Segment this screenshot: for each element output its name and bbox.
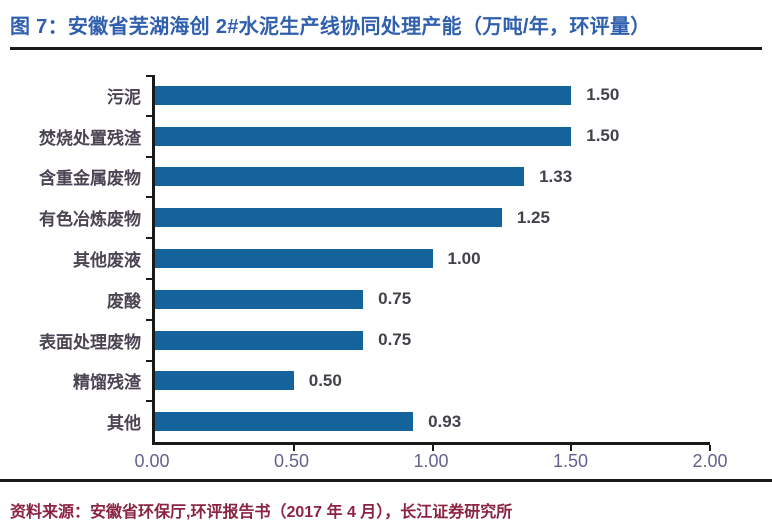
x-axis-tick-label: 0.50: [273, 451, 310, 472]
category-axis: 污泥焚烧处置残渣 含重金属废物 有色冶炼废物其他废液废酸表面处理废物精馏残渣其他: [0, 75, 152, 445]
footer-divider-line: [0, 479, 772, 483]
x-axis-tick-label: 0.00: [134, 451, 170, 472]
bar: [155, 289, 364, 309]
x-axis-tick-label: 1.50: [552, 451, 589, 472]
source-label: 资料来源：: [10, 504, 91, 522]
bar-row: 0.75: [155, 279, 710, 320]
x-axis-tick: [709, 445, 711, 452]
source-note: 资料来源：安徽省环保厅,环评报告书（2017 年 4 月），长江证券研究所: [0, 482, 772, 522]
title-divider-line: [10, 47, 762, 50]
category-label: 有色冶炼废物: [39, 210, 141, 230]
bar-row: 1.00: [155, 238, 710, 279]
bar-value-label: 1.00: [447, 248, 481, 268]
bar: [155, 85, 572, 105]
category-label: 焚烧处置残渣: [39, 128, 141, 148]
bar-value-label: 0.50: [308, 370, 342, 390]
y-axis-tick: [146, 155, 152, 158]
category-label: 废酸: [107, 291, 141, 311]
bar: [155, 126, 572, 146]
bar-row: 0.93: [155, 401, 710, 442]
category-label: 含重金属废物: [39, 169, 141, 189]
y-axis-tick: [146, 75, 152, 77]
bar-value-label: 1.50: [586, 85, 620, 105]
category-label: 其他: [107, 414, 141, 434]
bar-value-label: 1.33: [539, 166, 573, 186]
x-axis-tick-label: 2.00: [692, 451, 728, 472]
bar-value-label: 0.75: [378, 289, 412, 309]
bar-row: 1.25: [155, 197, 710, 238]
y-axis-tick: [146, 318, 152, 321]
category-label: 精馏残渣: [73, 373, 141, 393]
y-axis-tick: [146, 237, 152, 240]
bar: [155, 412, 414, 432]
bar-value-label: 1.50: [586, 126, 620, 146]
bar: [155, 330, 364, 350]
bar: [155, 371, 294, 391]
bar-chart: 污泥焚烧处置残渣 含重金属废物 有色冶炼废物其他废液废酸表面处理废物精馏残渣其他 1…: [0, 75, 772, 452]
bar-row: 1.50: [155, 116, 710, 157]
bar-value-label: 0.75: [378, 330, 412, 350]
y-axis-tick: [146, 278, 152, 280]
bar: [155, 208, 502, 228]
x-axis-tick-label: 1.00: [413, 451, 449, 472]
category-label: 其他废液: [73, 251, 141, 271]
y-axis-tick: [146, 196, 152, 199]
figure-title: 图 7：安徽省芜湖海创 2#水泥生产线协同处理产能（万吨/年，环评量）: [10, 16, 651, 38]
x-axis-tick: [570, 445, 573, 452]
y-axis-tick: [146, 359, 152, 362]
x-axis-labels: 0.00 0.50 1.00 1.50 2.00: [134, 451, 727, 475]
figure-header: 图 7：安徽省芜湖海创 2#水泥生产线协同处理产能（万吨/年，环评量）: [0, 0, 772, 50]
x-axis-tick: [292, 445, 295, 452]
bar: [155, 249, 433, 269]
y-axis-tick: [146, 400, 152, 403]
bar-row: 0.75: [155, 320, 710, 361]
bar: [155, 167, 525, 187]
bar-row: 1.33: [155, 157, 710, 198]
x-axis-tick: [431, 445, 434, 452]
source-text: 安徽省环保厅,环评报告书（2017 年 4 月），长江证券研究所: [90, 504, 513, 522]
y-axis-tick: [146, 114, 152, 117]
plot-area: 1.50 1.50 1.33 1.25 1.00 0.75 0.75 0.50 0.93: [146, 75, 711, 452]
category-label: 表面处理废物: [39, 332, 141, 352]
bar-row: 0.50: [155, 361, 710, 402]
bar-value-label: 1.25: [516, 207, 550, 227]
bar-row: 1.50: [155, 75, 710, 116]
category-label: 污泥: [107, 87, 141, 107]
bar-value-label: 0.93: [428, 411, 462, 431]
